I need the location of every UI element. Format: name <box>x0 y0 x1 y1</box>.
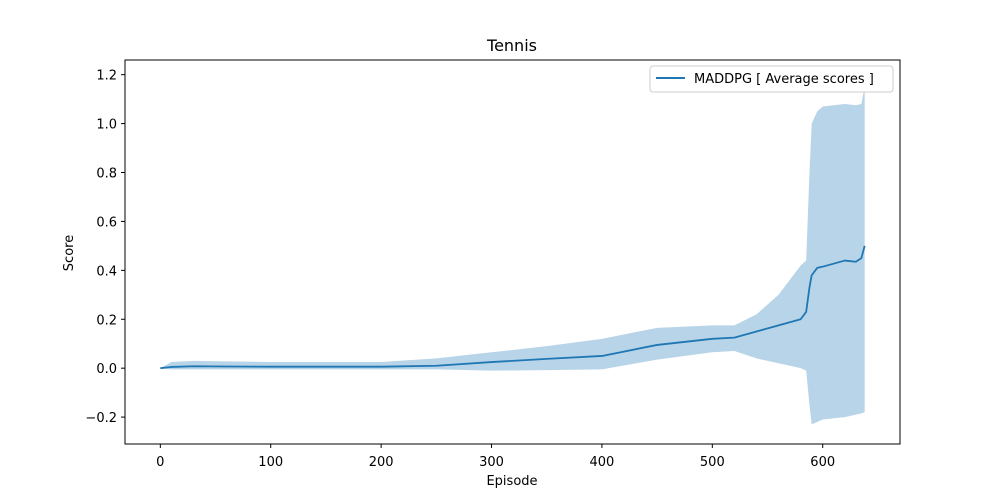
y-tick-label: 1.2 <box>96 69 117 84</box>
y-tick-label: 0.0 <box>96 362 117 377</box>
x-tick-label: 600 <box>810 455 835 470</box>
y-axis-label: Score <box>62 235 77 271</box>
plot-frame <box>125 60 900 444</box>
plot-border <box>124 59 901 445</box>
x-tick-label: 400 <box>590 455 615 470</box>
x-axis-label: Episode <box>486 474 537 489</box>
chart-title: Tennis <box>486 36 537 55</box>
y-axis: −0.2 0.0 0.2 0.4 0.6 0.8 1.0 1.2 <box>85 69 125 426</box>
series-line-0 <box>160 245 866 370</box>
y-tick-label: 0.8 <box>96 167 117 182</box>
y-tick-label: 0.2 <box>96 313 117 328</box>
legend: MADDPG [ Average scores ] <box>649 65 894 93</box>
x-tick-label: 100 <box>258 455 283 470</box>
x-tick-label: 500 <box>700 455 725 470</box>
legend-label: MADDPG [ Average scores ] <box>694 72 874 87</box>
x-tick-label: 300 <box>479 455 504 470</box>
y-tick-label: −0.2 <box>85 411 117 426</box>
plot-area <box>124 59 901 445</box>
y-tick-label: 1.0 <box>96 118 117 133</box>
series-band-0 <box>160 86 865 425</box>
y-tick-label: 0.6 <box>96 215 117 230</box>
legend-box <box>649 65 894 93</box>
x-tick-label: 0 <box>156 455 164 470</box>
series-layer <box>160 86 866 425</box>
y-tick-label: 0.4 <box>96 264 117 279</box>
x-axis: 0 100 200 300 400 500 600 <box>156 444 835 470</box>
x-tick-label: 200 <box>369 455 394 470</box>
